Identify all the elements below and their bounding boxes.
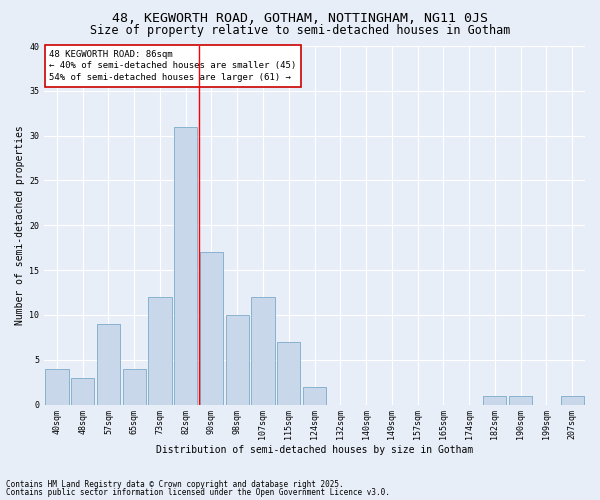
Text: Size of property relative to semi-detached houses in Gotham: Size of property relative to semi-detach… bbox=[90, 24, 510, 37]
Text: Contains public sector information licensed under the Open Government Licence v3: Contains public sector information licen… bbox=[6, 488, 390, 497]
Bar bbox=[226, 315, 249, 404]
Text: 48, KEGWORTH ROAD, GOTHAM, NOTTINGHAM, NG11 0JS: 48, KEGWORTH ROAD, GOTHAM, NOTTINGHAM, N… bbox=[112, 12, 488, 26]
Bar bbox=[174, 126, 197, 404]
Text: 48 KEGWORTH ROAD: 86sqm
← 40% of semi-detached houses are smaller (45)
54% of se: 48 KEGWORTH ROAD: 86sqm ← 40% of semi-de… bbox=[49, 50, 296, 82]
Text: Contains HM Land Registry data © Crown copyright and database right 2025.: Contains HM Land Registry data © Crown c… bbox=[6, 480, 344, 489]
X-axis label: Distribution of semi-detached houses by size in Gotham: Distribution of semi-detached houses by … bbox=[156, 445, 473, 455]
Bar bbox=[509, 396, 532, 404]
Bar bbox=[303, 386, 326, 404]
Bar bbox=[200, 252, 223, 404]
Bar bbox=[148, 297, 172, 405]
Bar bbox=[483, 396, 506, 404]
Bar bbox=[97, 324, 120, 404]
Bar bbox=[71, 378, 94, 404]
Bar bbox=[122, 368, 146, 404]
Bar bbox=[560, 396, 584, 404]
Bar bbox=[277, 342, 301, 404]
Y-axis label: Number of semi-detached properties: Number of semi-detached properties bbox=[15, 126, 25, 325]
Bar bbox=[46, 368, 68, 404]
Bar bbox=[251, 297, 275, 405]
